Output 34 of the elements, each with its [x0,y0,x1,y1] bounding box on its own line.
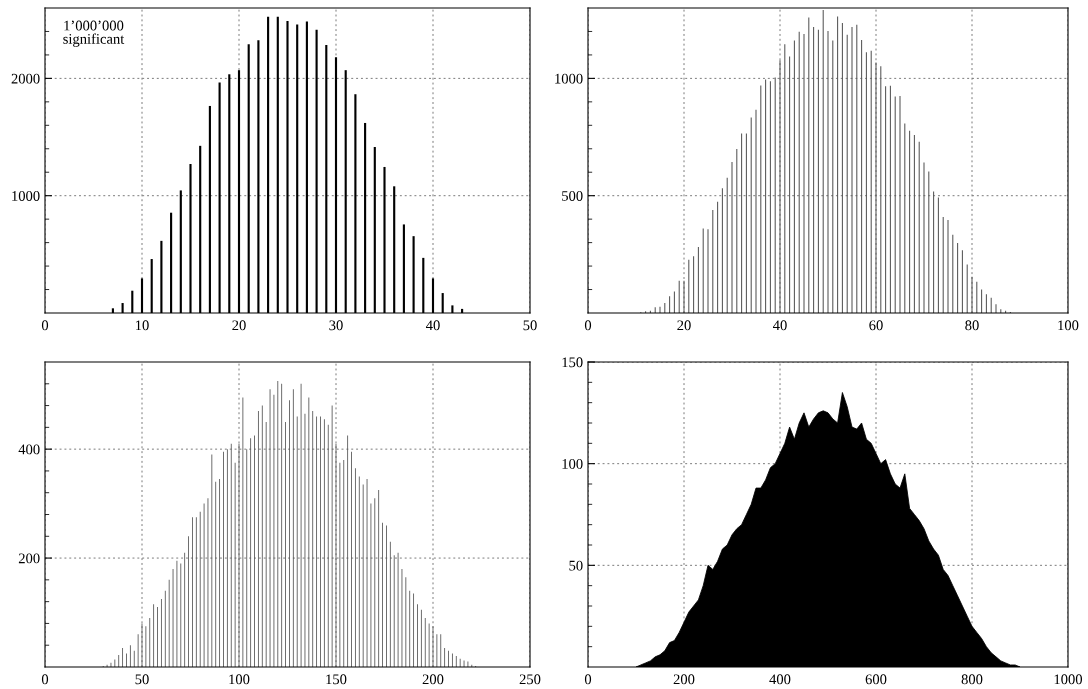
x-tick-label: 200 [422,674,444,685]
x-tick-label: 100 [1058,320,1079,331]
y-tick-label: 100 [562,459,583,469]
x-tick-label: 400 [769,674,791,685]
x-tick-label: 20 [677,320,691,331]
x-tick-label: 0 [584,674,592,685]
annotation: 1’000’000 significant [63,20,125,47]
x-tick-label: 50 [523,320,537,331]
x-tick-label: 0 [41,320,49,331]
y-tick-label: 50 [569,560,583,571]
x-tick-label: 0 [584,320,592,331]
y-tick-label: 500 [562,191,583,201]
x-tick-label: 50 [135,674,149,685]
x-tick-label: 80 [965,320,979,331]
y-tick-label: 400 [18,444,40,455]
x-tick-label: 250 [519,674,541,685]
x-tick-label: 20 [232,320,246,331]
y-tick-label: 150 [562,357,583,368]
y-tick-label: 1000 [12,191,40,201]
x-tick-label: 600 [865,674,887,685]
y-tick-label: 2000 [11,73,40,84]
y-tick-label: 200 [18,553,40,564]
x-tick-label: 40 [772,320,787,331]
x-tick-label: 800 [961,674,983,685]
y-tick-label: 1000 [555,73,583,84]
x-tick-label: 10 [135,320,149,331]
x-tick-label: 40 [425,320,440,331]
x-tick-label: 150 [326,674,347,685]
x-tick-label: 0 [41,674,49,685]
x-tick-label: 200 [673,674,695,685]
x-tick-label: 60 [869,320,883,331]
x-tick-label: 30 [329,320,343,331]
x-tick-label: 1000 [1054,674,1083,685]
x-tick-label: 100 [229,674,250,685]
